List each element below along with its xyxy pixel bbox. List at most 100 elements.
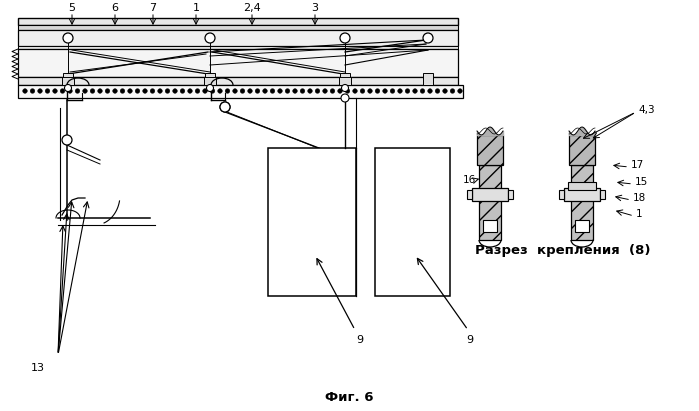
Circle shape — [220, 102, 230, 112]
Circle shape — [68, 89, 72, 93]
Circle shape — [315, 89, 320, 93]
Circle shape — [220, 102, 230, 112]
Bar — [18, 77, 458, 85]
Circle shape — [341, 94, 349, 102]
Circle shape — [205, 33, 215, 43]
Circle shape — [120, 89, 125, 93]
Text: 16: 16 — [463, 175, 476, 185]
Circle shape — [405, 89, 410, 93]
Circle shape — [30, 89, 35, 93]
Bar — [569, 135, 595, 165]
Circle shape — [173, 89, 178, 93]
Text: 1: 1 — [636, 209, 642, 219]
Circle shape — [106, 89, 110, 93]
Circle shape — [382, 89, 387, 93]
Text: 5: 5 — [69, 3, 75, 13]
Circle shape — [217, 89, 222, 93]
Circle shape — [340, 33, 350, 43]
Bar — [575, 220, 589, 232]
Bar — [472, 188, 508, 201]
Circle shape — [158, 89, 162, 93]
Bar — [62, 77, 74, 85]
Bar — [18, 85, 463, 98]
Circle shape — [195, 89, 200, 93]
Bar — [467, 190, 472, 199]
Text: 15: 15 — [635, 177, 648, 187]
Bar — [268, 148, 356, 296]
Circle shape — [308, 89, 312, 93]
Circle shape — [300, 89, 305, 93]
Circle shape — [113, 89, 117, 93]
Bar — [479, 165, 501, 240]
Circle shape — [60, 89, 65, 93]
Circle shape — [330, 89, 335, 93]
Text: 9: 9 — [356, 335, 363, 345]
Circle shape — [263, 89, 267, 93]
Bar — [63, 73, 73, 85]
Text: Разрез  крепления  (8): Разрез крепления (8) — [475, 243, 651, 256]
Bar — [564, 188, 600, 201]
Circle shape — [375, 89, 380, 93]
Circle shape — [210, 89, 215, 93]
Circle shape — [271, 89, 275, 93]
Circle shape — [345, 89, 350, 93]
Circle shape — [165, 89, 170, 93]
Circle shape — [285, 89, 290, 93]
Bar — [423, 73, 433, 85]
Circle shape — [458, 89, 462, 93]
Text: 9: 9 — [466, 335, 473, 345]
Text: 17: 17 — [631, 160, 644, 170]
Circle shape — [188, 89, 192, 93]
Circle shape — [64, 85, 71, 92]
Bar — [571, 165, 593, 240]
Circle shape — [435, 89, 440, 93]
Text: 1: 1 — [192, 3, 199, 13]
Bar — [340, 73, 350, 85]
Circle shape — [150, 89, 154, 93]
Circle shape — [450, 89, 455, 93]
Circle shape — [412, 89, 417, 93]
Circle shape — [38, 89, 43, 93]
Text: 18: 18 — [633, 193, 647, 203]
Bar — [18, 49, 458, 77]
Circle shape — [52, 89, 57, 93]
Circle shape — [240, 89, 245, 93]
Circle shape — [63, 33, 73, 43]
Text: 13: 13 — [31, 363, 45, 373]
Circle shape — [338, 89, 343, 93]
Text: 2,4: 2,4 — [243, 3, 261, 13]
Bar — [568, 182, 596, 190]
Bar — [477, 135, 503, 165]
Bar — [600, 190, 605, 199]
Circle shape — [82, 89, 87, 93]
Circle shape — [45, 89, 50, 93]
Bar — [559, 190, 564, 199]
Circle shape — [423, 33, 433, 43]
Circle shape — [278, 89, 282, 93]
Circle shape — [98, 89, 102, 93]
Circle shape — [428, 89, 432, 93]
Bar — [18, 25, 458, 30]
Circle shape — [360, 89, 365, 93]
Circle shape — [368, 89, 373, 93]
Circle shape — [22, 89, 27, 93]
Circle shape — [390, 89, 395, 93]
Circle shape — [62, 135, 72, 145]
Circle shape — [135, 89, 140, 93]
Bar — [18, 46, 458, 49]
Text: 4,3: 4,3 — [638, 105, 655, 115]
Circle shape — [323, 89, 327, 93]
Bar — [205, 73, 215, 85]
Circle shape — [293, 89, 297, 93]
Circle shape — [442, 89, 447, 93]
Circle shape — [353, 89, 357, 93]
Circle shape — [247, 89, 252, 93]
Bar — [18, 18, 458, 25]
Circle shape — [75, 89, 80, 93]
Circle shape — [128, 89, 132, 93]
Bar — [483, 220, 497, 232]
Circle shape — [206, 85, 213, 92]
Text: Фиг. 6: Фиг. 6 — [325, 390, 373, 404]
Circle shape — [420, 89, 425, 93]
Circle shape — [180, 89, 185, 93]
